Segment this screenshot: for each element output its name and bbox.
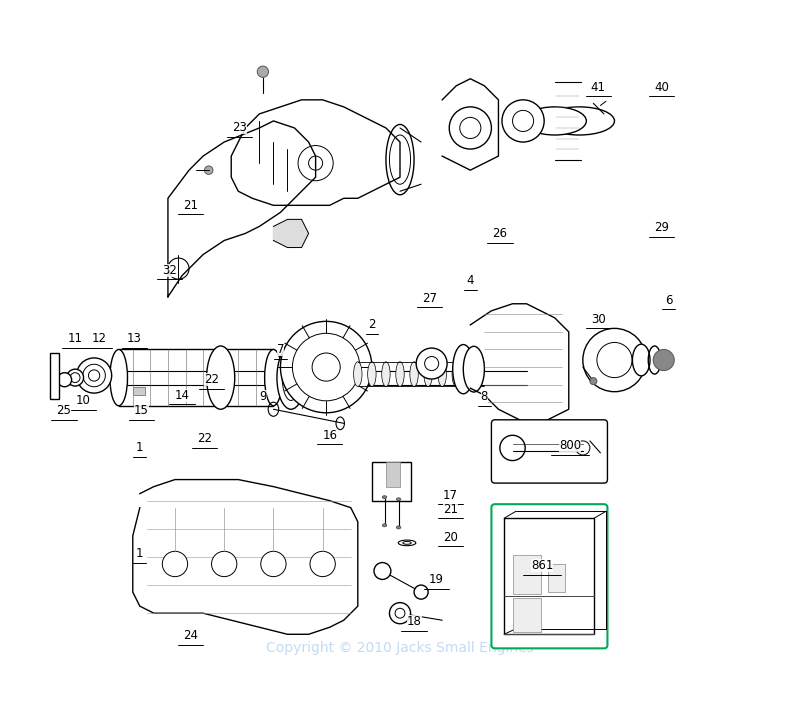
Circle shape xyxy=(58,373,71,387)
Circle shape xyxy=(261,551,286,577)
Bar xyxy=(133,387,146,395)
Bar xyxy=(118,349,274,406)
Ellipse shape xyxy=(396,361,404,386)
Ellipse shape xyxy=(438,361,446,386)
Text: 21: 21 xyxy=(183,199,198,212)
Circle shape xyxy=(583,328,646,392)
Text: 17: 17 xyxy=(443,489,458,501)
Circle shape xyxy=(281,321,372,413)
Circle shape xyxy=(590,378,597,385)
Circle shape xyxy=(66,369,83,386)
Circle shape xyxy=(374,563,391,580)
Circle shape xyxy=(77,358,112,393)
Bar xyxy=(513,555,541,594)
Text: 18: 18 xyxy=(406,615,422,628)
FancyBboxPatch shape xyxy=(491,504,607,648)
Text: Copyright © 2010 Jacks Small Engines: Copyright © 2010 Jacks Small Engines xyxy=(266,641,534,655)
Text: 26: 26 xyxy=(492,227,507,240)
Text: 10: 10 xyxy=(76,395,91,407)
Text: 22: 22 xyxy=(197,432,212,445)
Polygon shape xyxy=(442,79,498,170)
Ellipse shape xyxy=(354,361,362,386)
Text: 4: 4 xyxy=(466,274,474,287)
Bar xyxy=(386,462,400,486)
Circle shape xyxy=(416,348,447,379)
Ellipse shape xyxy=(397,498,401,501)
Bar xyxy=(50,353,59,399)
Ellipse shape xyxy=(397,526,401,529)
Ellipse shape xyxy=(382,496,386,498)
Text: 25: 25 xyxy=(57,404,71,417)
Ellipse shape xyxy=(277,346,305,409)
Ellipse shape xyxy=(633,345,650,376)
Polygon shape xyxy=(133,479,358,634)
Polygon shape xyxy=(470,304,569,424)
Text: 19: 19 xyxy=(429,573,444,586)
Text: 20: 20 xyxy=(443,531,458,544)
Text: 12: 12 xyxy=(91,333,106,345)
Polygon shape xyxy=(231,100,400,205)
Ellipse shape xyxy=(410,361,418,386)
Circle shape xyxy=(310,551,335,577)
Text: 24: 24 xyxy=(183,629,198,642)
Bar xyxy=(554,83,581,160)
Circle shape xyxy=(205,166,213,174)
Bar xyxy=(504,518,594,634)
Text: 27: 27 xyxy=(422,292,437,305)
Text: 21: 21 xyxy=(443,503,458,515)
Text: 14: 14 xyxy=(174,389,190,402)
Text: 13: 13 xyxy=(126,333,142,345)
Text: 22: 22 xyxy=(204,373,219,386)
Text: 6: 6 xyxy=(665,294,672,307)
Text: 11: 11 xyxy=(68,333,82,345)
Text: 1: 1 xyxy=(136,441,143,455)
Text: 16: 16 xyxy=(322,429,337,442)
Bar xyxy=(372,462,410,501)
Ellipse shape xyxy=(466,361,474,386)
Polygon shape xyxy=(274,220,309,248)
Circle shape xyxy=(502,100,544,142)
Circle shape xyxy=(258,66,269,78)
Text: 861: 861 xyxy=(531,559,554,572)
Circle shape xyxy=(450,107,491,149)
Text: 32: 32 xyxy=(162,263,177,277)
Bar xyxy=(513,599,541,632)
Text: 29: 29 xyxy=(654,221,669,234)
Ellipse shape xyxy=(110,349,127,406)
Text: 800: 800 xyxy=(559,439,582,453)
Text: 8: 8 xyxy=(481,390,488,403)
Text: 23: 23 xyxy=(232,121,247,134)
Ellipse shape xyxy=(452,361,461,386)
Circle shape xyxy=(211,551,237,577)
Ellipse shape xyxy=(206,346,234,409)
Text: 15: 15 xyxy=(134,404,149,417)
Circle shape xyxy=(162,551,188,577)
Text: 1: 1 xyxy=(136,547,143,560)
Polygon shape xyxy=(168,121,316,297)
Ellipse shape xyxy=(265,349,282,406)
Ellipse shape xyxy=(382,524,386,527)
Text: 7: 7 xyxy=(277,343,284,356)
Ellipse shape xyxy=(463,347,484,392)
Ellipse shape xyxy=(424,361,432,386)
Text: 2: 2 xyxy=(368,318,376,331)
Text: 30: 30 xyxy=(591,313,606,325)
Circle shape xyxy=(390,603,410,623)
Ellipse shape xyxy=(523,107,586,135)
Text: 9: 9 xyxy=(259,390,266,403)
Circle shape xyxy=(414,585,428,599)
Ellipse shape xyxy=(453,345,474,394)
Bar xyxy=(548,564,566,592)
Ellipse shape xyxy=(544,107,614,135)
Circle shape xyxy=(653,349,674,371)
FancyBboxPatch shape xyxy=(491,420,607,483)
Text: 40: 40 xyxy=(654,80,669,94)
Text: 41: 41 xyxy=(591,80,606,94)
Ellipse shape xyxy=(382,361,390,386)
Ellipse shape xyxy=(368,361,376,386)
